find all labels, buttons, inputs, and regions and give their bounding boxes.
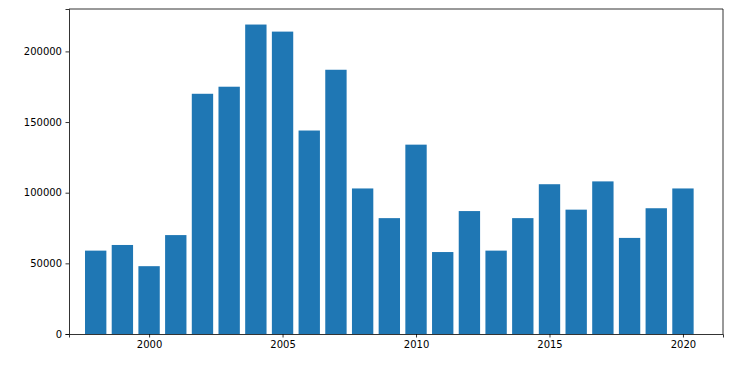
frame-right [723, 9, 724, 334]
tick: 2005 [270, 334, 295, 350]
tick-label: 0 [56, 329, 62, 340]
bar [432, 252, 453, 334]
bar [379, 218, 400, 334]
bar [85, 251, 106, 334]
tick-label: 100000 [24, 187, 62, 198]
plot: 2000 2005 2010 2015 2020 0 50000 100000 150000 20… [24, 9, 724, 350]
tick-mark [683, 334, 684, 338]
bar [512, 218, 533, 334]
bar [405, 145, 426, 334]
tick-mark [66, 334, 70, 335]
tick: 100000 [24, 187, 69, 198]
bar [619, 238, 640, 334]
tick-label: 2000 [137, 339, 162, 350]
tick-label: 2020 [671, 339, 696, 350]
bars [85, 25, 694, 334]
bar [646, 208, 667, 334]
bar [325, 70, 346, 334]
tick: 0 [56, 329, 69, 340]
tick-label: 50000 [30, 258, 62, 269]
tick-mark [416, 334, 417, 338]
y-axis: 0 50000 100000 150000 200000 [24, 10, 70, 340]
bar [485, 251, 506, 334]
tick: 2000 [137, 334, 162, 350]
axis-line [70, 335, 724, 338]
tick-mark [149, 334, 150, 338]
tick: 2020 [671, 334, 696, 350]
tick-mark [66, 193, 70, 194]
tick-label: 2005 [270, 339, 295, 350]
axis-line [66, 10, 70, 335]
tick-label: 2015 [537, 339, 562, 350]
bar [672, 188, 693, 334]
tick: 50000 [30, 258, 69, 269]
bar [566, 210, 587, 334]
x-axis: 2000 2005 2010 2015 2020 [70, 334, 724, 350]
tick-mark [549, 334, 550, 338]
tick: 150000 [24, 117, 69, 128]
bar [138, 266, 159, 334]
bar [539, 184, 560, 334]
tick: 200000 [24, 46, 69, 57]
bar [592, 181, 613, 334]
chart: 2000 2005 2010 2015 2020 0 50000 100000 150000 20… [0, 0, 737, 369]
bar [459, 211, 480, 334]
bar [112, 245, 133, 334]
bar [352, 188, 373, 334]
tick-mark [66, 122, 70, 123]
frame [69, 9, 723, 334]
frame-top [69, 9, 723, 10]
tick-mark [283, 334, 284, 338]
tick-label: 200000 [24, 46, 62, 57]
tick-label: 2010 [404, 339, 429, 350]
tick-label: 150000 [24, 117, 62, 128]
tick-mark [66, 263, 70, 264]
tick-mark [66, 51, 70, 52]
bar [218, 87, 239, 334]
bar [192, 94, 213, 334]
tick: 2015 [537, 334, 562, 350]
bar [299, 131, 320, 334]
bar [165, 235, 186, 334]
tick: 2010 [404, 334, 429, 350]
bar [272, 32, 293, 334]
bar [245, 25, 266, 334]
